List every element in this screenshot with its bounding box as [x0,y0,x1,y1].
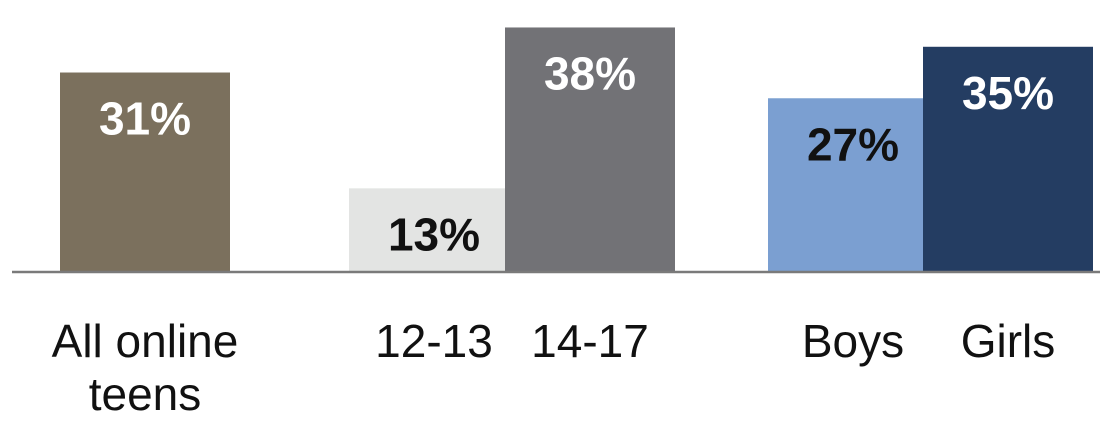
category-label-2: 14-17 [531,315,649,367]
category-label-3: Boys [802,315,904,367]
value-label-0: 31% [99,93,191,145]
bars-group [60,27,1093,273]
value-label-1: 13% [388,208,480,260]
value-labels-group: 31% 13% 38% 27% 35% [99,47,1054,260]
bar-3 [768,98,938,272]
bar-1 [349,188,519,272]
value-label-4: 35% [962,67,1054,119]
bar-2 [505,27,675,272]
value-label-3: 27% [807,118,899,170]
category-label-1: 12-13 [375,315,493,367]
category-label-4: Girls [961,315,1056,367]
category-label-0-line-0: All online [52,315,239,367]
bar-0 [60,72,230,272]
value-label-2: 38% [544,47,636,99]
category-label-0-line-1: teens [89,368,202,420]
bar-4 [923,46,1093,273]
